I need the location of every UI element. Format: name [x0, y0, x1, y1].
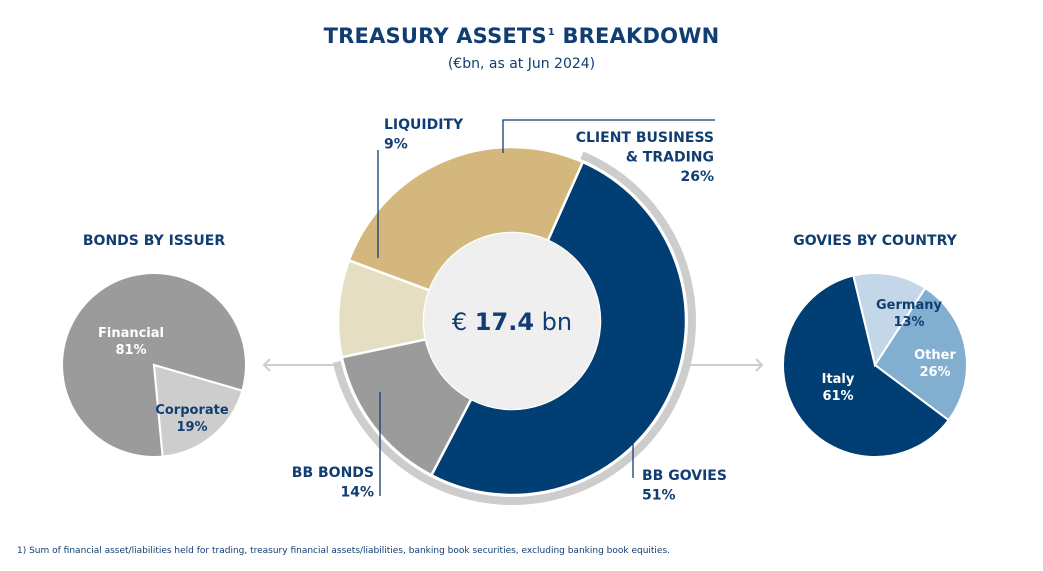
client-business-leader [502, 119, 715, 153]
bb-bonds-label-line-1: 14% [340, 485, 374, 501]
liquidity-label-line-0: LIQUIDITY [384, 117, 464, 133]
title-text-suffix: BREAKDOWN [554, 24, 720, 48]
govies-by-country-other-value: 26% [919, 365, 950, 380]
liquidity-label-line-1: 9% [384, 137, 408, 153]
footnote: 1) Sum of financial asset/liabilities he… [17, 546, 671, 556]
bonds-by-issuer-title: BONDS BY ISSUER [82, 233, 226, 249]
donut-outer-rim [332, 151, 696, 505]
bonds-by-issuer-corporate-slice [152, 363, 244, 458]
govies-by-country-germany-value: 13% [893, 315, 924, 330]
chart-subtitle: (€bn, as at Jun 2024) [447, 56, 596, 72]
arrow-to-govies-by-country [690, 358, 764, 372]
bb-bonds-label-line-0: BB BONDS [292, 465, 374, 481]
govies-by-country-italy-value: 61% [822, 389, 853, 404]
title-text: TREASURY ASSETS [323, 24, 547, 48]
bonds-by-issuer-financial-value: 81% [115, 343, 146, 358]
govies-by-country-italy-label: Italy [822, 372, 855, 387]
donut-center-total: € 17.4 bn [452, 308, 572, 336]
title-footnote-marker: 1 [547, 27, 555, 38]
arrow-to-bonds-by-issuer [262, 358, 336, 372]
bonds-by-issuer-financial-label: Financial [98, 326, 164, 341]
govies-by-country-title: GOVIES BY COUNTRY [793, 233, 957, 249]
bb-govies-label-line-0: BB GOVIES [642, 468, 727, 484]
client-business-label-line-2: 26% [680, 169, 714, 185]
govies-by-country-italy-slice [782, 274, 951, 458]
govies-by-country-other-label: Other [914, 348, 956, 363]
bonds-by-issuer-corporate-value: 19% [176, 420, 207, 435]
govies-by-country-germany-label: Germany [876, 298, 942, 313]
bonds-by-issuer-corporate-label: Corporate [155, 403, 229, 418]
donut-center [424, 233, 600, 409]
chart-title: TREASURY ASSETS1 BREAKDOWN [0, 24, 1043, 48]
govies-by-country-other-slice [873, 286, 968, 422]
client-business-label-line-0: CLIENT BUSINESS [576, 130, 714, 146]
client-business-label-line-1: & TRADING [626, 150, 714, 166]
bb-govies-label-line-1: 51% [642, 488, 676, 504]
govies-by-country-germany-slice [852, 272, 927, 368]
